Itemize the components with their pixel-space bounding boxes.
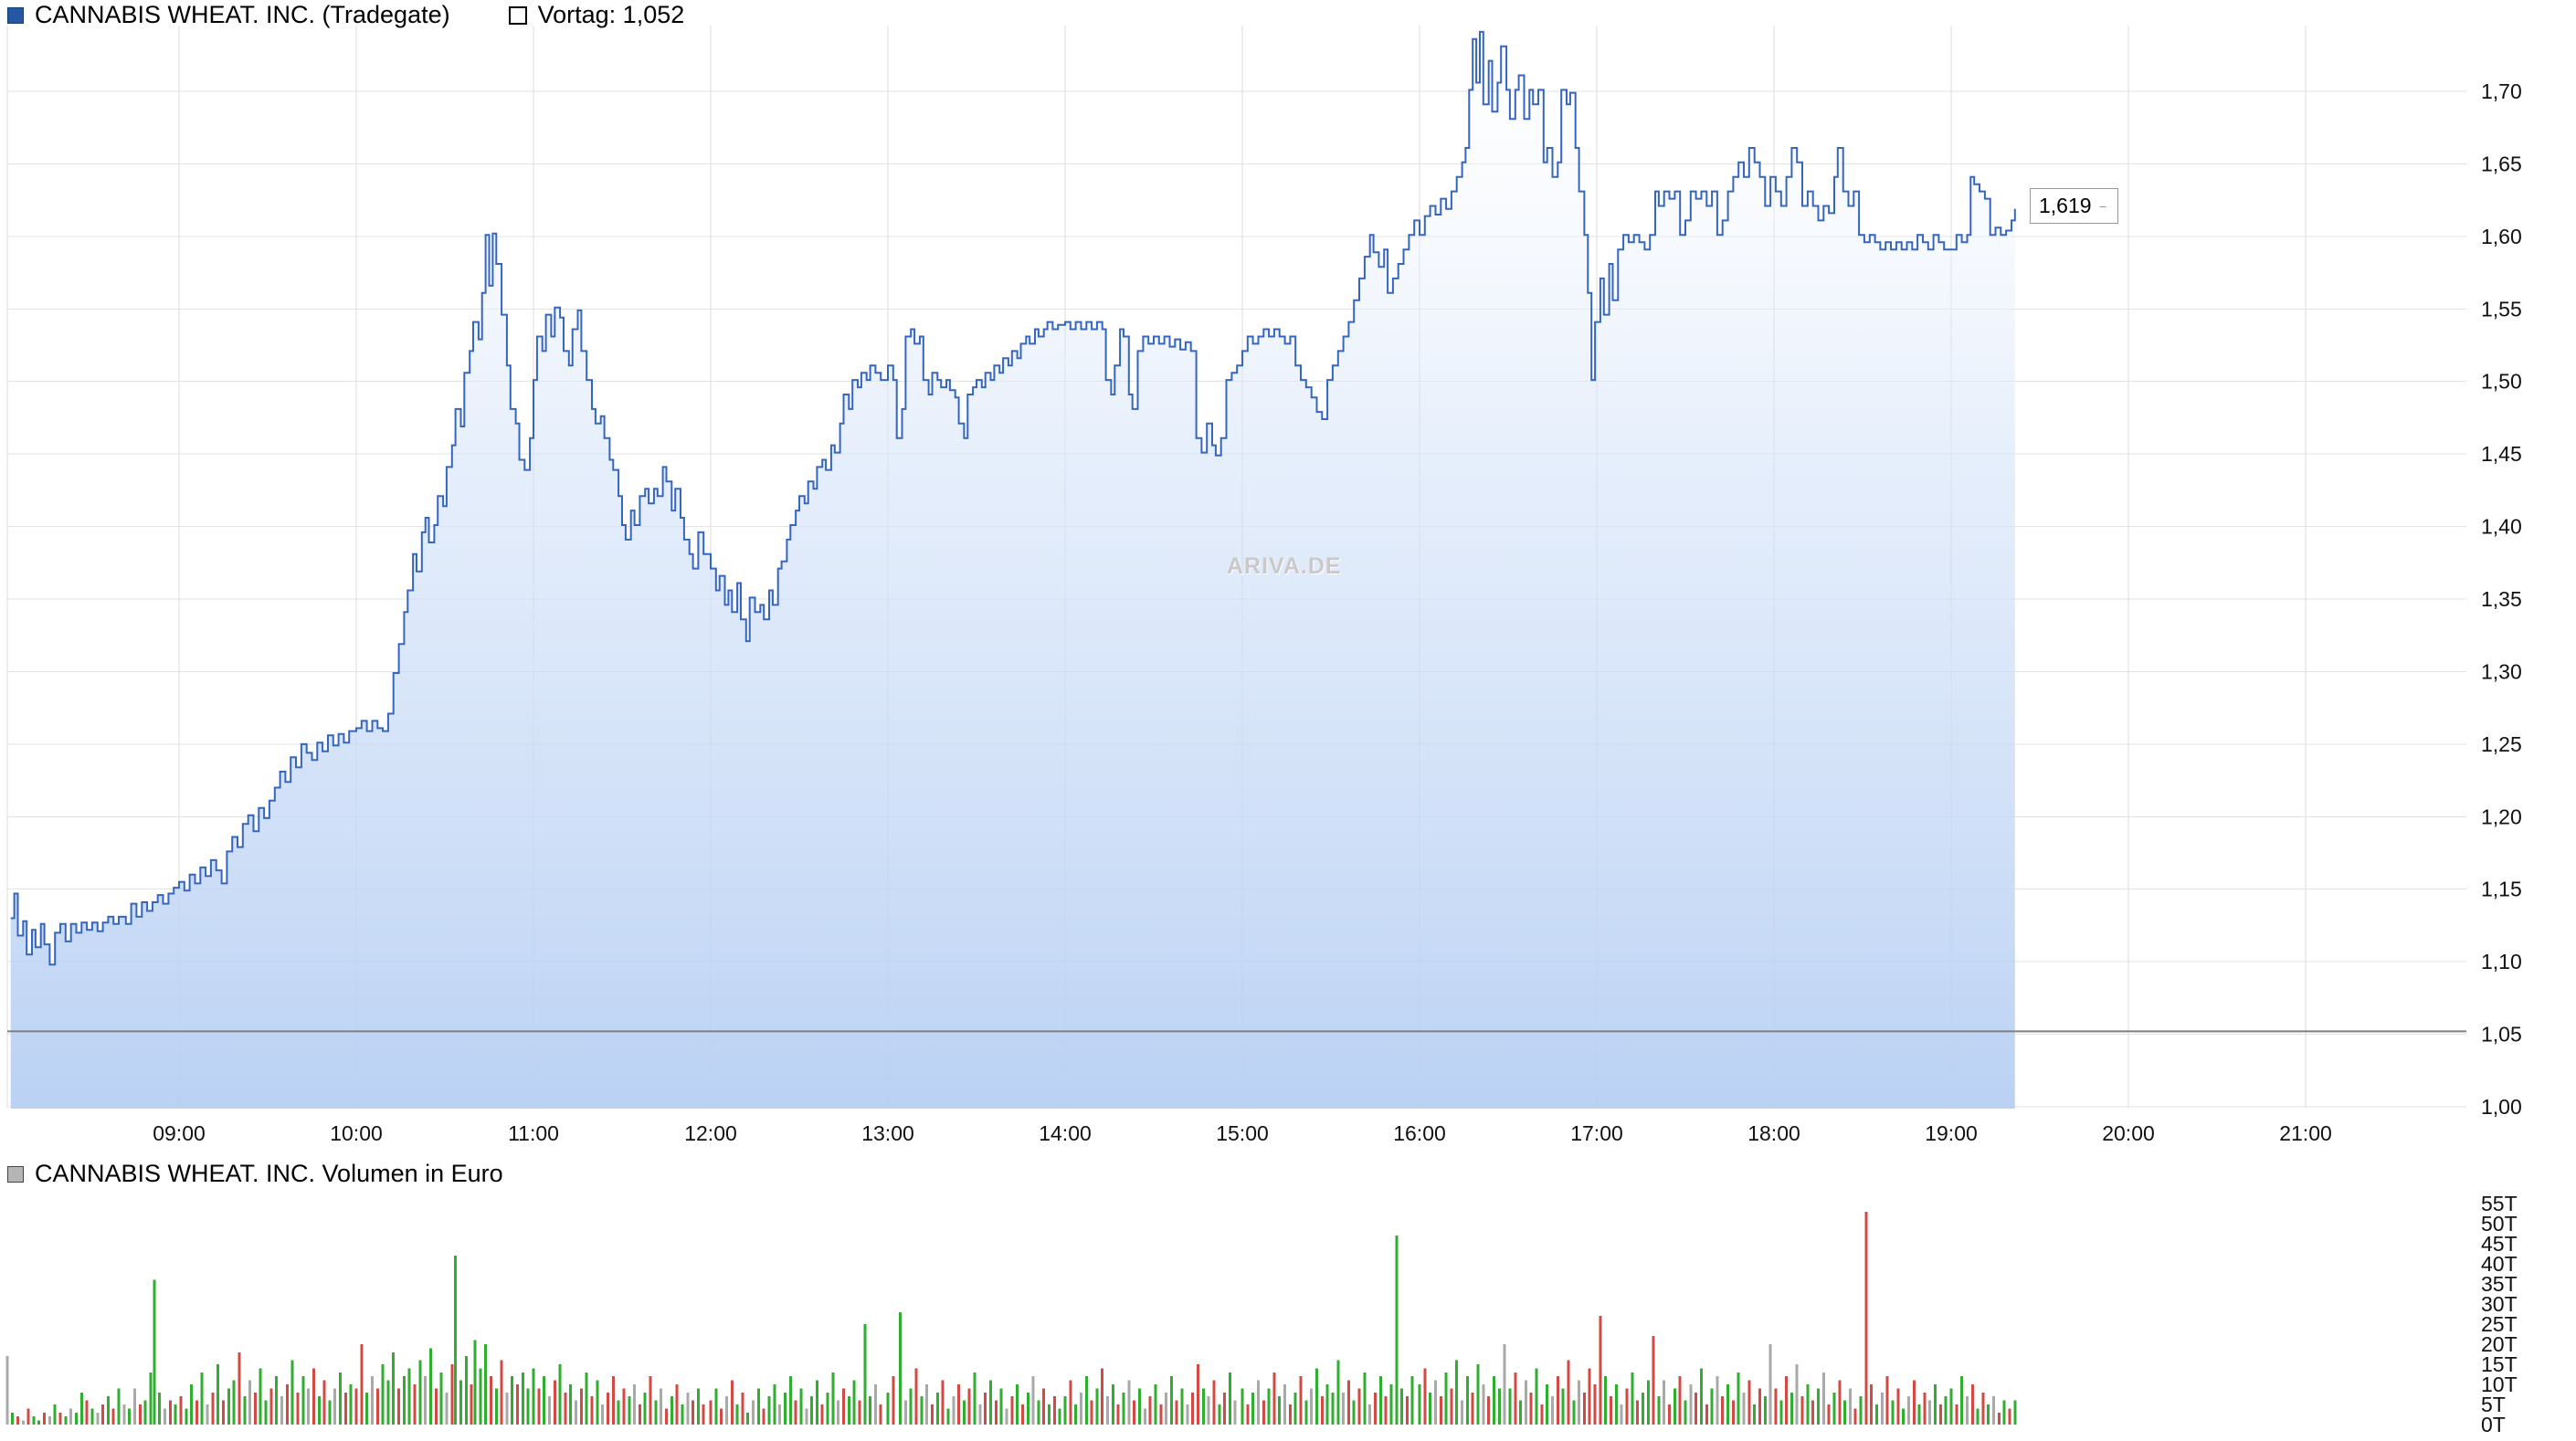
volume-axis-tick-label: 30T [2481,1292,2518,1316]
volume-axis-tick-label: 50T [2481,1212,2518,1236]
price-chart-legend: CANNABIS WHEAT. INC. (Tradegate) Vortag:… [7,3,684,27]
time-axis-tick-label: 10:00 [330,1121,383,1145]
volume-axis-tick-label: 45T [2481,1232,2518,1256]
price-line [10,30,2016,966]
price-axis-labels: 1,70 1,65 1,60 1,55 1,50 1,45 1,40 1,35 1,30 1,25… [2481,79,2522,1119]
price-axis-tick-label: 1,65 [2481,152,2522,175]
time-axis-tick-label: 14:00 [1039,1121,1092,1145]
price-axis-tick-label: 1,55 [2481,297,2522,321]
price-axis-tick-label: 1,40 [2481,515,2522,539]
time-axis-tick-label: 09:00 [153,1121,206,1145]
last-price-value: 1,619 [2039,194,2092,217]
time-axis-tick-label: 13:00 [861,1121,914,1145]
volume-chart-legend: CANNABIS WHEAT. INC. Volumen in Euro [7,1162,503,1186]
volume-axis-tick-label: 35T [2481,1272,2518,1296]
time-axis-tick-label: 16:00 [1393,1121,1446,1145]
volume-axis-tick-label: 40T [2481,1252,2518,1276]
volume-label: CANNABIS WHEAT. INC. Volumen in Euro [35,1160,503,1187]
price-axis-tick-label: 1,25 [2481,732,2522,756]
series-swatch-icon [7,6,24,24]
price-axis-tick-label: 1,15 [2481,878,2522,901]
time-axis-tick-label: 17:00 [1570,1121,1623,1145]
time-axis-labels: 09:00 10:00 11:00 12:00 13:00 14:00 15:00 16:00… [153,1121,2332,1145]
time-axis-tick-label: 21:00 [2279,1121,2332,1145]
price-axis-tick-label: 1,35 [2481,587,2522,611]
last-price-tag: 1,619 – [2030,188,2118,224]
volume-axis-tick-label: 25T [2481,1312,2518,1336]
volume-swatch-icon [7,1165,24,1183]
volume-axis-tick-label: 15T [2481,1352,2518,1376]
volume-axis-tick-label: 55T [2481,1192,2518,1215]
price-tag-marker: – [2099,199,2106,213]
price-axis-tick-label: 1,30 [2481,659,2522,683]
vortag-label: Vortag: 1,052 [537,1,685,28]
price-axis-tick-label: 1,50 [2481,370,2522,394]
volume-axis-tick-label: 5T [2481,1393,2506,1416]
volume-axis-tick-label: 0T [2481,1413,2506,1436]
time-axis-tick-label: 11:00 [508,1121,559,1145]
price-axis-tick-label: 1,60 [2481,225,2522,248]
watermark: ARIVA.DE [1227,553,1342,579]
price-axis-tick-label: 1,00 [2481,1095,2522,1119]
time-axis-tick-label: 18:00 [1747,1121,1800,1145]
price-axis-tick-label: 1,05 [2481,1023,2522,1047]
vortag-swatch-icon [508,5,527,25]
price-axis-tick-label: 1,70 [2481,79,2522,103]
time-axis-tick-label: 19:00 [1925,1121,1978,1145]
volume-bars [5,1211,2017,1425]
series-label: CANNABIS WHEAT. INC. (Tradegate) [35,1,450,28]
time-axis-tick-label: 20:00 [2102,1121,2155,1145]
price-axis-tick-label: 1,20 [2481,805,2522,828]
volume-axis-tick-label: 10T [2481,1373,2518,1396]
volume-axis-tick-label: 20T [2481,1332,2518,1356]
time-axis-tick-label: 12:00 [684,1121,737,1145]
price-axis-tick-label: 1,10 [2481,950,2522,973]
price-area-fill [10,31,2015,1109]
time-axis-tick-label: 15:00 [1216,1121,1269,1145]
price-axis-tick-label: 1,45 [2481,442,2522,466]
